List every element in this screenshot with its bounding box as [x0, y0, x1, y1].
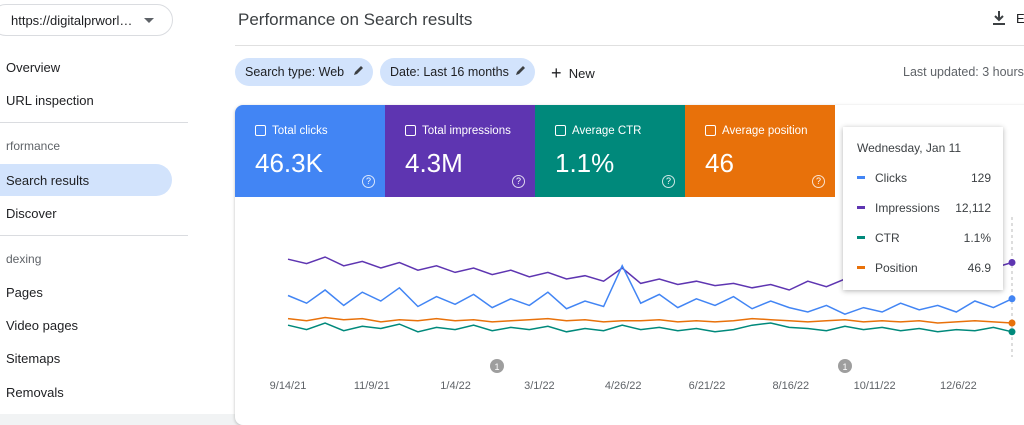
row-name: Position: [875, 261, 918, 275]
help-icon: ?: [512, 175, 525, 188]
swatch: [857, 236, 865, 239]
page-title: Performance on Search results: [238, 10, 473, 29]
help-icon: ?: [662, 175, 675, 188]
download-icon[interactable]: [992, 10, 1006, 26]
series-line: [287, 264, 1013, 316]
property-selector[interactable]: https://digitalprworl…: [0, 4, 173, 36]
filter-chip[interactable]: Search type: Web: [235, 58, 373, 86]
section-label: dexing: [6, 252, 42, 266]
card-label: Total clicks: [272, 125, 328, 137]
card-label: Average position: [722, 125, 808, 137]
metric-card[interactable]: Total clicks 46.3K?: [235, 105, 385, 197]
row-name: Impressions: [875, 201, 940, 215]
card-value: 4.3M: [405, 148, 463, 178]
checkbox: [405, 125, 416, 136]
x-tick-label: 3/1/22: [524, 380, 555, 392]
series-line: [287, 322, 1013, 333]
export[interactable]: E: [1016, 11, 1024, 26]
nav-item[interactable]: Sitemaps: [6, 351, 61, 366]
hover-dot: [1008, 295, 1016, 303]
tooltip: Wednesday, Jan 11 Clicks 129 Impressions 12,…: [843, 127, 1003, 290]
nav-item[interactable]: Removals: [6, 385, 64, 400]
x-tick-label: 9/14/21: [270, 380, 307, 392]
new-button[interactable]: + New: [551, 63, 595, 83]
row-value: 1.1%: [963, 231, 991, 245]
row-value: 12,112: [955, 201, 991, 215]
x-tick-label: 6/21/22: [689, 380, 726, 392]
swatch: [857, 176, 865, 179]
checkbox: [555, 125, 566, 136]
nav-item[interactable]: Discover: [6, 206, 57, 221]
checkbox: [705, 125, 716, 136]
card-label: Average CTR: [572, 125, 642, 137]
row-value: 129: [970, 171, 991, 185]
checkbox: [255, 125, 266, 136]
annotation-label: 1: [842, 362, 847, 372]
card-label: Total impressions: [422, 125, 511, 137]
x-tick-label: 10/11/22: [854, 380, 896, 392]
nav-item[interactable]: Search results: [0, 164, 172, 196]
divider: [0, 235, 188, 236]
hover-dot: [1008, 328, 1016, 336]
metric-card[interactable]: Total impressions 4.3M?: [385, 105, 535, 197]
divider: [235, 45, 1024, 46]
annotation-marker[interactable]: [490, 359, 504, 373]
x-tick-label: 11/9/21: [354, 380, 390, 392]
nav-item[interactable]: Pages: [6, 285, 43, 300]
annotation-label: 1: [494, 362, 499, 372]
row-name: Clicks: [875, 171, 907, 185]
card-value: 46: [705, 148, 734, 178]
hover-dot: [1008, 319, 1016, 327]
divider: [0, 122, 188, 123]
x-tick-label: 4/26/22: [605, 380, 642, 392]
tooltip-row: CTR 1.1%: [857, 231, 991, 247]
metric-card[interactable]: Average CTR 1.1%?: [535, 105, 685, 197]
row-value: 46.9: [967, 261, 991, 275]
last-updated: Last updated: 3 hours: [903, 65, 1024, 79]
card-value: 1.1%: [555, 148, 615, 178]
x-tick-label: 8/16/22: [772, 380, 809, 392]
card-value: 46.3K: [255, 148, 323, 178]
swatch: [857, 266, 865, 269]
row-name: CTR: [875, 231, 900, 245]
tooltip-row: Clicks 129: [857, 171, 991, 187]
new-text: New: [568, 66, 595, 81]
chip-text: Search type: Web: [245, 65, 345, 79]
series-line: [287, 316, 1013, 324]
help-icon: ?: [812, 175, 825, 188]
section-label: rformance: [6, 139, 61, 153]
tooltip-row: Impressions 12,112: [857, 201, 991, 217]
help-icon: ?: [362, 175, 375, 188]
nav-item[interactable]: Overview: [6, 60, 61, 75]
x-tick-label: 12/6/22: [940, 380, 977, 392]
metric-card[interactable]: Average position 46?: [685, 105, 835, 197]
filter-chip[interactable]: Date: Last 16 months: [380, 58, 535, 86]
x-tick-label: 1/4/22: [440, 380, 471, 392]
nav-item[interactable]: Video pages: [6, 318, 79, 333]
sidebar: https://digitalprworl… Overview URL inspe…: [0, 0, 200, 414]
nav-item[interactable]: URL inspection: [6, 93, 94, 108]
annotation-marker[interactable]: [838, 359, 852, 373]
property: https://digitalprworl…: [11, 13, 133, 28]
chip-text: Date: Last 16 months: [390, 65, 509, 79]
hover-dot: [1008, 259, 1016, 266]
swatch: [857, 206, 865, 209]
tooltip-row: Position 46.9: [857, 261, 991, 277]
tooltip-date: Wednesday, Jan 11: [857, 141, 962, 155]
